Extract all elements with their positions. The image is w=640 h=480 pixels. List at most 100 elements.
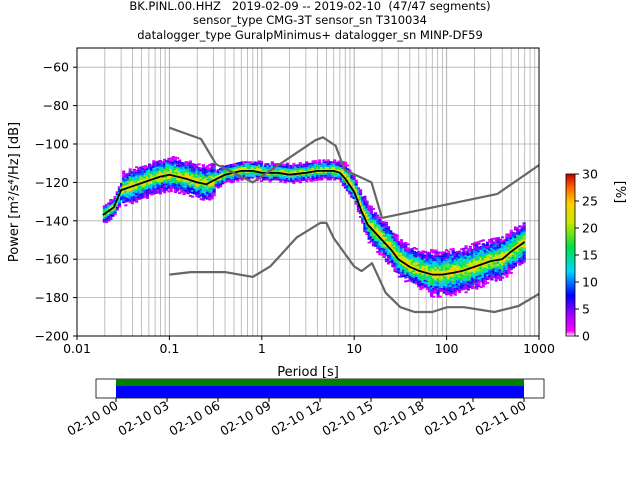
ppsd-cell xyxy=(492,249,496,252)
ppsd-cell xyxy=(197,174,201,177)
ppsd-cell xyxy=(481,283,485,286)
ppsd-cell xyxy=(367,241,371,244)
ppsd-cell xyxy=(169,188,173,191)
ppsd-cell xyxy=(513,239,518,242)
ppsd-cell xyxy=(348,192,352,195)
ppsd-cell xyxy=(117,203,122,206)
ppsd-cell xyxy=(371,215,376,218)
ppsd-cell xyxy=(442,251,447,254)
ppsd-cell xyxy=(266,165,270,168)
ppsd-cell xyxy=(473,244,477,247)
ppsd-cell xyxy=(210,197,214,200)
ppsd-cell xyxy=(199,179,203,181)
ppsd-cell xyxy=(464,270,468,273)
ppsd-cell xyxy=(171,165,175,168)
ppsd-cell xyxy=(270,161,274,164)
ppsd-cell xyxy=(513,245,518,248)
ppsd-cell xyxy=(150,193,154,196)
ppsd-cell xyxy=(445,287,449,290)
ppsd-cell xyxy=(503,266,507,268)
ppsd-cell xyxy=(348,188,352,191)
ppsd-cell xyxy=(216,171,221,174)
ppsd-cell xyxy=(417,254,421,257)
ppsd-cell xyxy=(516,226,520,229)
ppsd-cell xyxy=(386,262,391,265)
ppsd-cell xyxy=(229,177,233,180)
ppsd-cell xyxy=(154,184,158,187)
ppsd-cell xyxy=(485,241,490,244)
ppsd-cell xyxy=(399,266,404,268)
ppsd-cell xyxy=(386,237,391,240)
ppsd-cell xyxy=(399,252,404,255)
ppsd-cell xyxy=(485,272,490,275)
ppsd-cell xyxy=(386,243,391,246)
ppsd-cell xyxy=(358,189,363,192)
ppsd-cell xyxy=(477,283,481,286)
ppsd-cell xyxy=(262,167,266,169)
ppsd-cell xyxy=(122,189,126,192)
ppsd-cell xyxy=(516,255,520,258)
ppsd-cell xyxy=(501,267,505,269)
ppsd-cell xyxy=(410,276,414,279)
ppsd-cell xyxy=(488,265,492,268)
ppsd-cell xyxy=(404,270,408,273)
ppsd-cell xyxy=(393,233,397,236)
ppsd-cell xyxy=(464,279,468,282)
ppsd-cell xyxy=(236,162,240,165)
ppsd-cell xyxy=(397,271,401,274)
ppsd-cell xyxy=(427,277,432,280)
ppsd-cell xyxy=(182,173,186,176)
ppsd-cell xyxy=(126,194,130,196)
ppsd-cell xyxy=(522,237,526,240)
ppsd-cell xyxy=(520,231,524,234)
ppsd-cell xyxy=(188,191,193,194)
ppsd-cell xyxy=(389,241,393,244)
ppsd-cell xyxy=(473,271,477,274)
ppsd-cell xyxy=(410,259,414,262)
ppsd-cell xyxy=(337,175,341,178)
ppsd-cell xyxy=(137,188,141,191)
ppsd-cell xyxy=(457,264,462,267)
ppsd-cell xyxy=(206,186,210,189)
ppsd-cell xyxy=(272,163,277,166)
ppsd-cell xyxy=(386,241,391,244)
ppsd-cell xyxy=(175,157,180,159)
ppsd-cell xyxy=(139,185,143,188)
ppsd-cell xyxy=(505,250,509,253)
ppsd-cell xyxy=(423,273,427,276)
ppsd-cell xyxy=(143,193,147,196)
ppsd-cell xyxy=(145,191,150,194)
ppsd-cell xyxy=(475,262,479,265)
ppsd-cell xyxy=(513,249,518,252)
ppsd-cell xyxy=(384,237,388,240)
ppsd-cell xyxy=(475,245,479,248)
ppsd-cell xyxy=(320,168,324,171)
ppsd-cell xyxy=(507,270,511,272)
ppsd-cell xyxy=(309,179,313,182)
ppsd-cell xyxy=(468,272,472,275)
ppsd-cell xyxy=(367,235,371,238)
ppsd-cell xyxy=(432,266,436,269)
ppsd-cell xyxy=(445,258,449,261)
ppsd-cell xyxy=(147,184,152,187)
ppsd-cell xyxy=(330,165,335,168)
ppsd-cell xyxy=(494,248,498,251)
ppsd-cell xyxy=(201,181,205,184)
ppsd-cell xyxy=(419,284,423,287)
ppsd-cell xyxy=(234,178,238,181)
ppsd-cell xyxy=(109,210,113,213)
ppsd-cell xyxy=(453,278,457,281)
ppsd-cell xyxy=(302,167,307,170)
ppsd-cell xyxy=(255,173,259,176)
ppsd-cell xyxy=(173,171,178,174)
ppsd-cell xyxy=(518,225,522,228)
ppsd-cell xyxy=(503,269,507,272)
ppsd-cell xyxy=(492,266,496,269)
ppsd-cell xyxy=(294,168,298,171)
ppsd-cell xyxy=(367,205,371,208)
ppsd-cell xyxy=(412,273,416,276)
ppsd-cell xyxy=(191,172,195,175)
ppsd-cell xyxy=(324,172,328,175)
ppsd-cell xyxy=(488,244,492,247)
ppsd-cell xyxy=(449,263,453,266)
